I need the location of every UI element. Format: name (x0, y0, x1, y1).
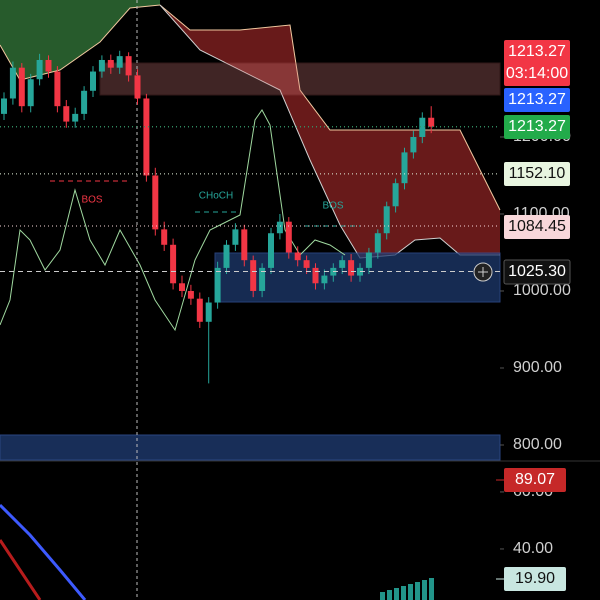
annotation: BOS (322, 201, 343, 212)
candle-body (374, 233, 381, 253)
candle-body (321, 275, 328, 284)
candle-body (268, 233, 274, 268)
indicator-tag-label: 19.90 (515, 570, 555, 587)
candle-body (276, 221, 283, 234)
candle-body (428, 117, 435, 127)
indicator-tag-label: 89.07 (515, 471, 555, 488)
candle-body (125, 56, 132, 76)
y-tick-label: 800.00 (513, 436, 562, 453)
price-tag-label: 1213.27 (508, 43, 566, 60)
candle-body (1, 98, 7, 114)
price-tag-label: 1025.30 (508, 263, 566, 280)
candle-body (365, 252, 372, 268)
candle-body (72, 113, 79, 122)
price-tag (504, 162, 570, 186)
candle-body (152, 175, 159, 230)
candle-body (259, 267, 266, 291)
candle-body (312, 267, 319, 284)
price-tag (504, 115, 570, 139)
candle-body (98, 59, 105, 72)
candle-body (36, 59, 43, 80)
candle-body (9, 67, 16, 99)
candle-body (179, 283, 185, 291)
candle-body (81, 90, 88, 114)
demand-zone (214, 252, 501, 303)
cloud-red (160, 5, 500, 258)
candle-body (214, 267, 221, 303)
price-tag (504, 88, 570, 112)
annotation: CHoCH (199, 191, 233, 202)
candle-body (232, 229, 239, 245)
candle-body (27, 79, 34, 107)
price-tag-label: 1213.27 (508, 91, 566, 108)
price-tag (504, 40, 570, 86)
histogram (380, 578, 434, 600)
candle-body (134, 75, 141, 99)
candle-body (294, 252, 301, 261)
candle-body (45, 59, 52, 72)
candle-body (107, 59, 114, 68)
price-tag (504, 215, 570, 239)
oscillator-line (0, 539, 42, 600)
lagging-span (0, 109, 346, 332)
y-tick-label: 900.00 (513, 359, 562, 376)
candle-body (223, 244, 230, 268)
candle-body (90, 71, 96, 91)
demand-zone (0, 434, 501, 461)
candle-body (18, 67, 25, 107)
candle-body (383, 206, 390, 234)
annotation: BOS (81, 195, 102, 206)
price-tag-label: 1084.45 (508, 218, 566, 235)
candle-body (241, 229, 248, 261)
candle-body (410, 136, 417, 153)
candle-body (161, 229, 168, 245)
candle-body (116, 56, 123, 68)
candle-body (187, 290, 194, 299)
oscillator-line (0, 503, 87, 600)
candle-body (401, 152, 408, 184)
cloud-edge (159, 4, 501, 211)
candle-body (143, 98, 150, 176)
candle-body (285, 221, 292, 253)
y-tick-label: 1000.00 (513, 282, 571, 299)
candle-body (196, 298, 203, 322)
candle-body (54, 71, 61, 107)
candle-body (348, 260, 355, 276)
candle-body (205, 302, 212, 322)
crosshair-plus (478, 267, 488, 277)
price-tag-label: 1152.10 (509, 165, 566, 182)
price-tag-label: 1213.27 (508, 118, 566, 135)
y-tick-label: 40.00 (513, 540, 553, 557)
candle-body (419, 117, 426, 137)
indicator-tag (504, 468, 566, 492)
supply-zone (99, 62, 501, 96)
candle-body (392, 183, 399, 207)
price-tag-time: 03:14:00 (506, 65, 568, 82)
indicator-tag (504, 567, 566, 591)
candle-body (170, 244, 177, 284)
candle-body (339, 260, 346, 268)
price-tag (503, 259, 571, 285)
candle-body (250, 260, 257, 291)
cloud-edge (0, 4, 161, 81)
candle-body (303, 260, 310, 268)
candle-body (63, 106, 70, 122)
